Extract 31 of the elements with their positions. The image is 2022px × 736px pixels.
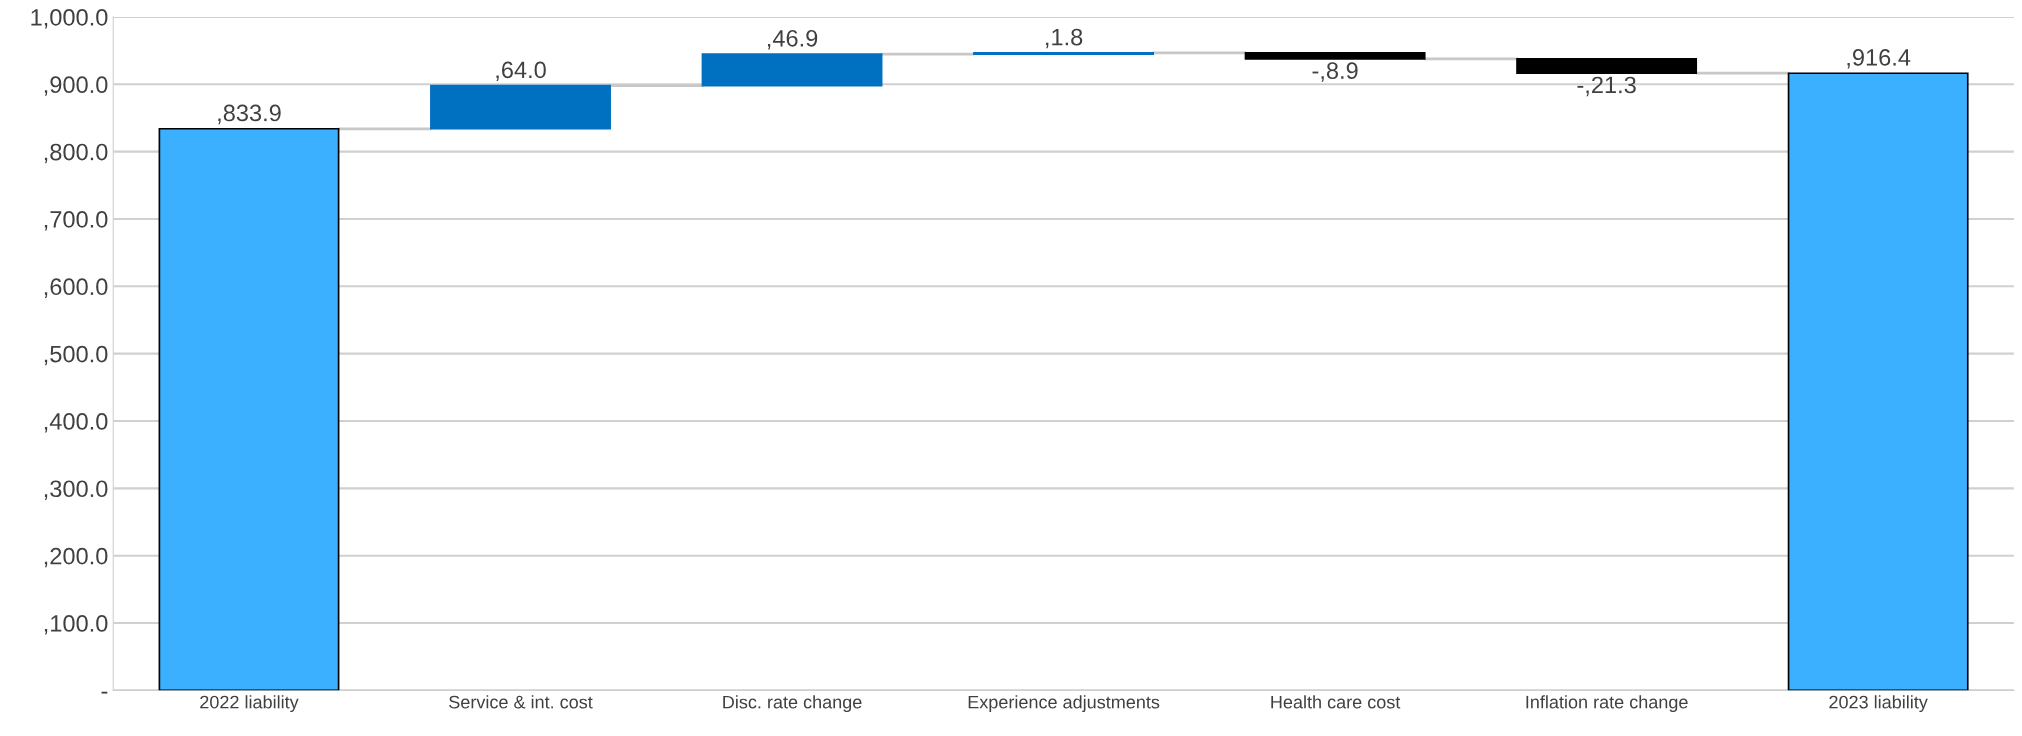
x-tick-label: 2022 liability xyxy=(200,695,299,713)
y-tick-label: ,400.0 xyxy=(44,413,108,433)
y-tick-label: ,800.0 xyxy=(44,143,108,164)
x-tick-label: Experience adjustments xyxy=(968,695,1160,713)
data-label: ,916.4 xyxy=(1847,49,1911,69)
data-label: -,8.9 xyxy=(1312,62,1358,82)
y-tick-label: 1,000.0 xyxy=(31,9,108,29)
bar xyxy=(1244,52,1426,60)
x-tick-label: Disc. rate change xyxy=(723,695,862,713)
data-label: -,21.3 xyxy=(1577,76,1636,97)
y-tick-label: ,200.0 xyxy=(44,547,108,568)
y-tick-label: ,300.0 xyxy=(44,480,108,500)
data-label: ,46.9 xyxy=(767,29,818,50)
data-label: ,64.0 xyxy=(496,61,546,82)
x-tick-label: Inflation rate change xyxy=(1526,695,1688,713)
y-tick-label: ,600.0 xyxy=(44,278,108,298)
bar xyxy=(158,127,340,691)
y-tick-label: - xyxy=(101,691,108,694)
data-label: ,1.8 xyxy=(1046,28,1083,49)
data-label: ,833.9 xyxy=(218,104,281,125)
x-tick-label: 2023 liability xyxy=(1829,695,1928,713)
y-tick-label: ,900.0 xyxy=(44,76,108,96)
y-tick-label: ,100.0 xyxy=(44,615,108,635)
bar xyxy=(1516,58,1698,75)
x-tick-label: Health care cost xyxy=(1271,695,1401,709)
bar xyxy=(701,53,883,87)
bar xyxy=(430,84,611,130)
y-tick-label: ,500.0 xyxy=(44,345,108,366)
y-tick-label: ,700.0 xyxy=(44,211,108,231)
bar xyxy=(1787,72,1969,691)
x-tick-label: Service & int. cost xyxy=(449,695,593,709)
